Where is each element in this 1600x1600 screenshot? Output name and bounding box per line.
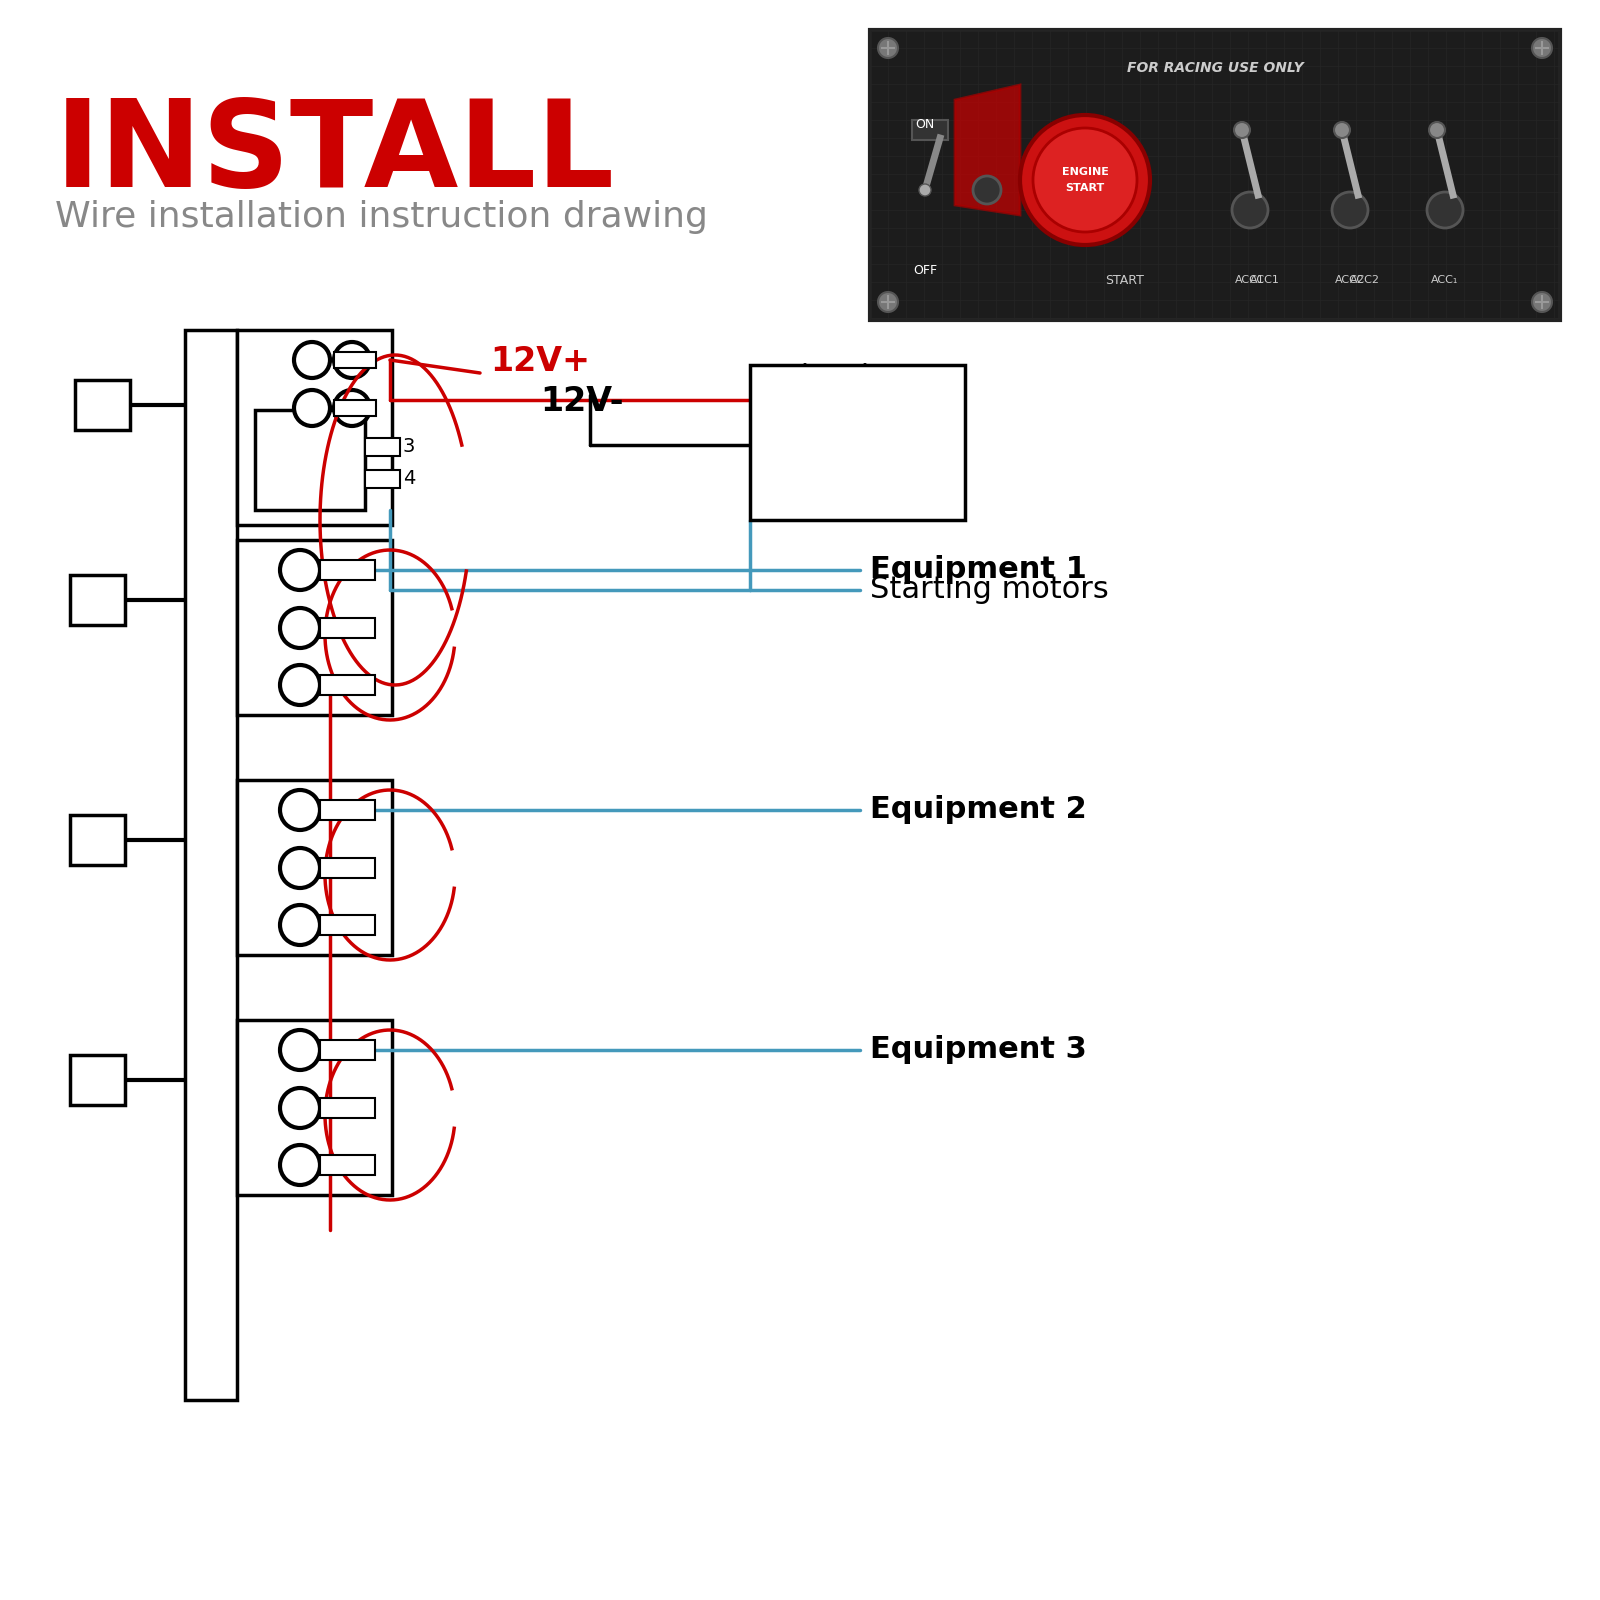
Polygon shape — [955, 85, 1021, 214]
Circle shape — [973, 176, 1002, 203]
Bar — [237, 541, 392, 715]
Bar — [75, 379, 130, 430]
Text: Starting motors: Starting motors — [870, 576, 1109, 605]
Bar — [237, 781, 392, 955]
Circle shape — [878, 38, 898, 58]
Circle shape — [1232, 192, 1267, 227]
Circle shape — [1533, 291, 1552, 312]
Bar — [254, 410, 365, 510]
Bar — [320, 1040, 374, 1059]
Bar — [320, 858, 374, 878]
Bar — [750, 365, 965, 520]
Circle shape — [294, 390, 330, 426]
Circle shape — [280, 790, 320, 830]
Text: START: START — [1066, 182, 1104, 194]
Text: 4: 4 — [403, 469, 416, 488]
Circle shape — [280, 550, 320, 590]
Text: FOR RACING USE ONLY: FOR RACING USE ONLY — [1126, 61, 1304, 75]
Bar — [320, 1098, 374, 1118]
Circle shape — [1429, 122, 1445, 138]
Circle shape — [1427, 192, 1462, 227]
Circle shape — [280, 906, 320, 946]
Text: 3: 3 — [403, 437, 416, 456]
Circle shape — [918, 184, 931, 195]
Text: ACC2: ACC2 — [1350, 275, 1379, 285]
Circle shape — [1021, 115, 1150, 245]
Text: ACC2: ACC2 — [1334, 275, 1365, 285]
Bar — [320, 675, 374, 694]
Circle shape — [1331, 192, 1368, 227]
Text: ACC1: ACC1 — [1250, 275, 1280, 285]
Circle shape — [280, 1030, 320, 1070]
Bar — [334, 352, 376, 368]
Text: OFF: OFF — [914, 264, 938, 277]
Text: 12V-: 12V- — [541, 386, 624, 418]
Circle shape — [280, 1088, 320, 1128]
Bar — [237, 1021, 392, 1195]
Text: ACC1: ACC1 — [1235, 275, 1266, 285]
Text: ACC₁: ACC₁ — [1432, 275, 1459, 285]
Text: INSTALL: INSTALL — [54, 94, 614, 211]
Bar — [320, 618, 374, 638]
Bar — [870, 30, 1560, 320]
Text: 12V+: 12V+ — [490, 346, 590, 378]
Circle shape — [280, 1146, 320, 1186]
Text: START: START — [1106, 274, 1144, 286]
Circle shape — [334, 390, 370, 426]
Bar — [912, 120, 947, 141]
Bar — [237, 330, 392, 525]
Circle shape — [294, 342, 330, 378]
Bar — [186, 330, 237, 1400]
Bar — [365, 438, 400, 456]
Bar — [70, 574, 125, 626]
Text: Wire installation instruction drawing: Wire installation instruction drawing — [54, 200, 707, 234]
Bar — [320, 1155, 374, 1174]
Bar — [70, 1054, 125, 1106]
Bar — [334, 400, 376, 416]
Bar — [320, 800, 374, 819]
Circle shape — [878, 291, 898, 312]
Text: Equipment 1: Equipment 1 — [870, 555, 1086, 584]
Circle shape — [1334, 122, 1350, 138]
Bar — [320, 560, 374, 579]
Circle shape — [334, 342, 370, 378]
Bar — [320, 915, 374, 934]
Text: Equipment 2: Equipment 2 — [870, 795, 1086, 824]
Circle shape — [280, 848, 320, 888]
Text: ENGINE: ENGINE — [1061, 166, 1109, 178]
Circle shape — [1234, 122, 1250, 138]
Circle shape — [1034, 128, 1138, 232]
Circle shape — [280, 608, 320, 648]
Circle shape — [280, 666, 320, 706]
Text: ON: ON — [915, 118, 934, 131]
Circle shape — [1533, 38, 1552, 58]
Text: Equipment 3: Equipment 3 — [870, 1035, 1086, 1064]
Bar — [365, 470, 400, 488]
Bar — [70, 814, 125, 866]
